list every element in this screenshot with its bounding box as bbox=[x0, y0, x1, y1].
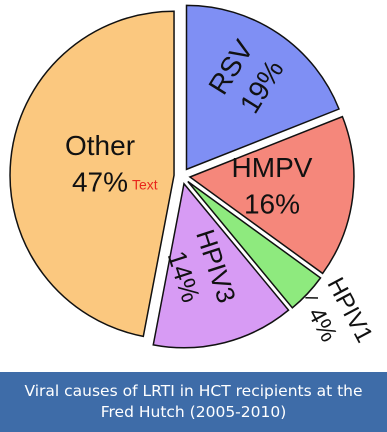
slice-label: Other 47% bbox=[65, 130, 135, 197]
pie-slice bbox=[185, 4, 340, 171]
slice-label: HMPV 16% bbox=[232, 152, 313, 219]
value-label: 16% bbox=[244, 189, 300, 220]
pie-slice bbox=[187, 180, 322, 309]
pie-slice bbox=[152, 182, 290, 349]
value-label: 47% bbox=[72, 167, 128, 198]
annotation: Text bbox=[132, 177, 158, 193]
pie-slice bbox=[188, 115, 355, 275]
category-label: Other bbox=[65, 130, 135, 161]
pie-slice bbox=[9, 10, 175, 338]
chart-title: Viral causes of LRTI in HCT recipients a… bbox=[0, 372, 387, 432]
category-label: HMPV bbox=[232, 152, 313, 183]
